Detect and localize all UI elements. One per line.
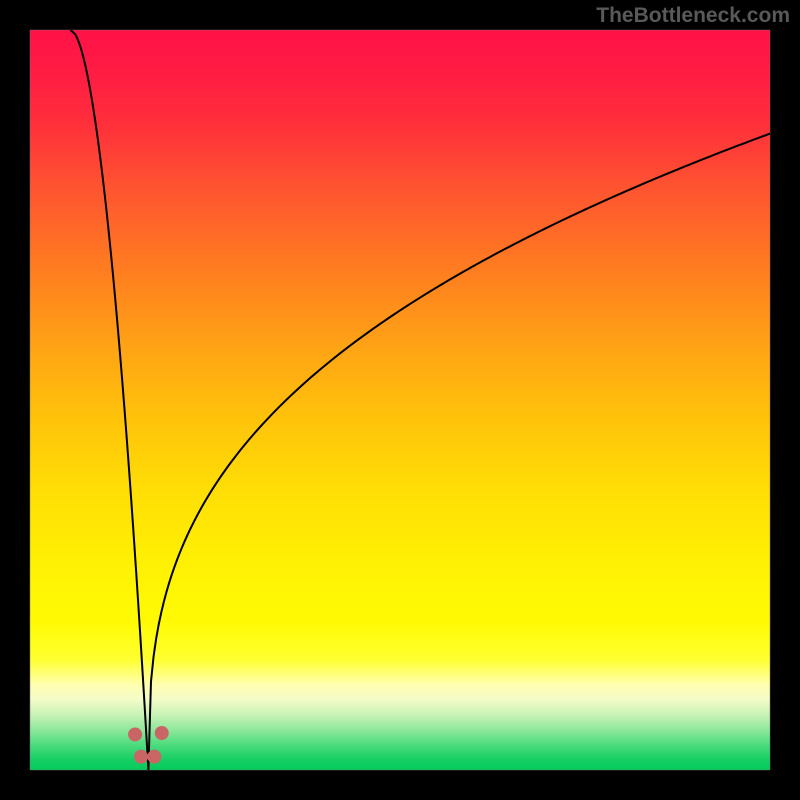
chart-stage: TheBottleneck.com [0,0,800,800]
attribution-text: TheBottleneck.com [596,4,790,28]
black-frame [0,0,800,800]
